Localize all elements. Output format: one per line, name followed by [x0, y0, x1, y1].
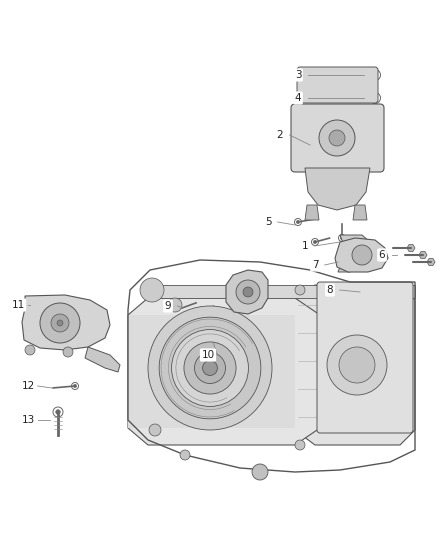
Text: 6: 6	[379, 250, 385, 260]
Circle shape	[25, 345, 35, 355]
Circle shape	[74, 384, 77, 387]
Text: 7: 7	[312, 260, 318, 270]
Circle shape	[180, 306, 184, 310]
Circle shape	[339, 347, 375, 383]
Polygon shape	[419, 252, 427, 259]
Polygon shape	[148, 285, 415, 298]
Polygon shape	[295, 285, 415, 445]
Circle shape	[63, 347, 73, 357]
Circle shape	[297, 221, 300, 223]
Text: 8: 8	[327, 285, 333, 295]
Circle shape	[140, 278, 164, 302]
Polygon shape	[226, 270, 268, 314]
Circle shape	[184, 342, 236, 394]
Circle shape	[295, 285, 305, 295]
Circle shape	[340, 237, 343, 239]
Circle shape	[202, 360, 217, 375]
Polygon shape	[85, 347, 120, 372]
Text: 4: 4	[295, 93, 301, 103]
Polygon shape	[407, 245, 415, 252]
Circle shape	[40, 303, 80, 343]
Circle shape	[198, 309, 201, 312]
Text: 10: 10	[201, 350, 215, 360]
Circle shape	[194, 352, 226, 384]
Text: 1: 1	[302, 241, 308, 251]
Polygon shape	[305, 205, 319, 220]
Circle shape	[314, 240, 317, 244]
Circle shape	[57, 320, 63, 326]
Polygon shape	[128, 315, 295, 428]
Circle shape	[319, 120, 355, 156]
Circle shape	[172, 329, 248, 407]
Circle shape	[329, 130, 345, 146]
Circle shape	[373, 95, 378, 101]
Polygon shape	[338, 235, 370, 272]
Text: 11: 11	[11, 300, 25, 310]
Circle shape	[327, 335, 387, 395]
Circle shape	[149, 424, 161, 436]
Text: 2: 2	[277, 130, 283, 140]
Circle shape	[243, 287, 253, 297]
Text: 3: 3	[295, 70, 301, 80]
Text: 13: 13	[21, 415, 35, 425]
Polygon shape	[427, 259, 435, 265]
Circle shape	[148, 306, 272, 430]
Circle shape	[180, 450, 190, 460]
Text: 5: 5	[265, 217, 271, 227]
Circle shape	[168, 298, 182, 312]
Circle shape	[373, 72, 378, 77]
Polygon shape	[128, 298, 320, 445]
Polygon shape	[22, 295, 110, 350]
Circle shape	[208, 338, 212, 342]
Circle shape	[51, 314, 69, 332]
Circle shape	[252, 464, 268, 480]
FancyBboxPatch shape	[317, 282, 413, 433]
Text: 12: 12	[21, 381, 35, 391]
Text: 9: 9	[165, 301, 171, 311]
FancyBboxPatch shape	[291, 104, 384, 172]
Circle shape	[295, 440, 305, 450]
Circle shape	[352, 245, 372, 265]
Circle shape	[56, 410, 60, 414]
Polygon shape	[335, 238, 388, 272]
Circle shape	[236, 280, 260, 304]
Polygon shape	[305, 168, 370, 210]
Polygon shape	[353, 205, 367, 220]
FancyBboxPatch shape	[297, 67, 378, 103]
Circle shape	[159, 317, 261, 419]
